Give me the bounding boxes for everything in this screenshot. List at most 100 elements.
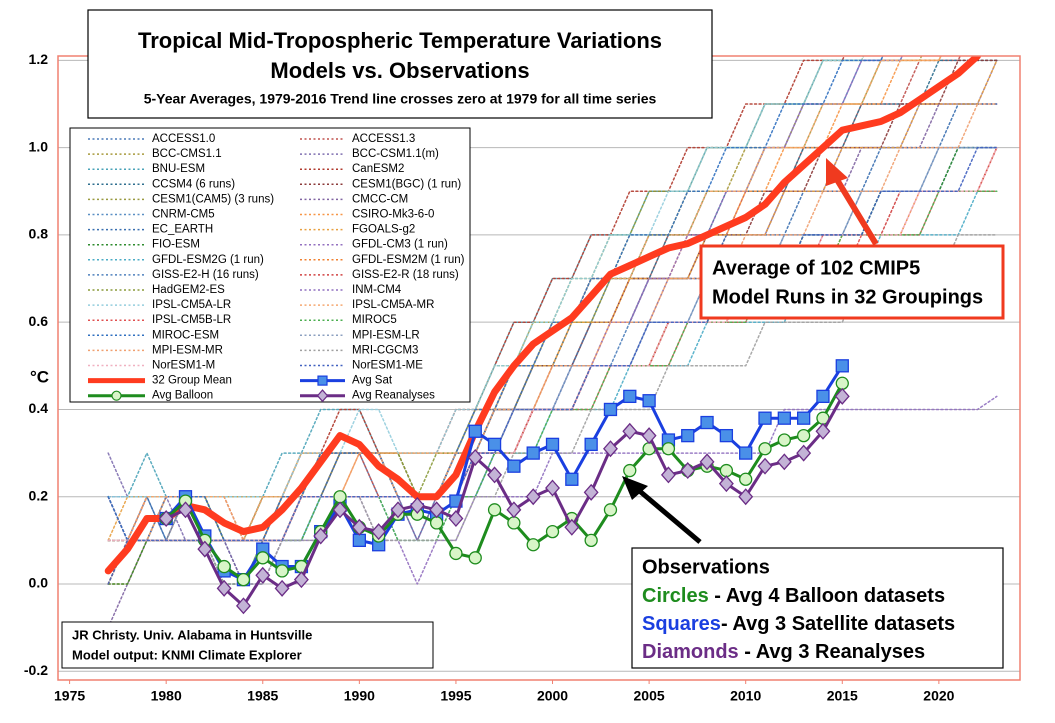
y-tick-label: 1.2 <box>29 51 49 67</box>
marker-diamond <box>718 475 734 493</box>
note-text-part: - Avg 4 Balloon datasets <box>709 585 945 607</box>
legend-label: BCC-CSM1.1(m) <box>352 148 439 160</box>
marker-diamond <box>699 453 715 471</box>
legend-label: MIROC-ESM <box>152 329 219 341</box>
y-tick-label: 0.6 <box>29 313 49 329</box>
legend-label: 32 Group Mean <box>152 375 232 387</box>
note-text-part: Circles <box>642 585 709 607</box>
marker-diamond <box>371 523 387 541</box>
marker-circle <box>545 524 560 539</box>
marker-square <box>317 375 328 386</box>
credit-frame <box>61 621 434 669</box>
x-tick-label: 2005 <box>634 688 665 704</box>
marker-diamond <box>448 510 464 528</box>
marker-diamond <box>390 501 406 519</box>
marker-diamond <box>680 462 696 480</box>
y-tick-label: -0.2 <box>24 662 48 678</box>
legend-label: GISS-E2-R (18 runs) <box>352 269 459 281</box>
model-line <box>104 56 981 575</box>
legend: ACCESS1.0 ACCESS1.3 BCC-CMS1.1 BCC-CSM1.1(m… <box>69 127 471 403</box>
legend-label: INM-CM4 <box>352 284 402 296</box>
marker-diamond <box>622 422 638 440</box>
arrow <box>833 176 879 246</box>
title-frame <box>87 9 713 119</box>
marker-circle <box>468 551 482 565</box>
note-text: Model Runs in 32 Groupings <box>712 286 983 308</box>
marker-square <box>487 437 502 452</box>
legend-label: FGOALS-g2 <box>352 224 415 236</box>
y-tick-label: 0.8 <box>29 226 49 242</box>
x-tick-label: 1980 <box>151 688 182 704</box>
marker-circle <box>487 503 502 517</box>
marker-circle <box>275 564 289 578</box>
marker-diamond <box>409 496 425 514</box>
marker-square <box>623 389 637 404</box>
x-tick-label: 2020 <box>923 688 954 704</box>
note-text-part: - Avg 3 Reanalyses <box>739 641 925 663</box>
marker-square <box>526 446 540 460</box>
marker-circle <box>796 428 811 443</box>
marker-diamond <box>467 448 483 466</box>
marker-diamond <box>274 579 290 597</box>
marker-square <box>642 394 656 408</box>
marker-diamond <box>757 457 773 475</box>
marker-circle <box>256 551 270 565</box>
note-text: Diamonds - Avg 3 Reanalyses <box>642 641 925 663</box>
model-line <box>107 146 998 585</box>
marker-square <box>507 459 521 473</box>
marker-square <box>603 402 618 417</box>
marker-circle <box>623 463 637 478</box>
legend-label: EC_EARTH <box>152 224 213 236</box>
marker-square <box>816 389 830 404</box>
marker-circle <box>661 442 676 456</box>
y-axis-label: °C <box>30 367 49 386</box>
marker-diamond <box>796 444 812 462</box>
y-tick-label: 0.2 <box>29 487 49 503</box>
legend-label: GFDL-CM3 (1 run) <box>352 239 448 251</box>
marker-square <box>545 437 560 452</box>
marker-diamond <box>429 501 445 519</box>
note-frame <box>699 244 1005 320</box>
marker-diamond <box>158 510 174 528</box>
marker-circle <box>111 390 122 401</box>
marker-circle <box>236 572 251 587</box>
arrow <box>634 486 702 544</box>
legend-label: MIROC5 <box>352 314 397 326</box>
legend-label: HadGEM2-ES <box>152 284 225 296</box>
marker-circle <box>333 490 347 504</box>
marker-square <box>835 359 849 373</box>
marker-diamond <box>583 483 599 501</box>
credit-text: Model output: KNMI Climate Explorer <box>72 647 302 662</box>
x-tick-label: 1995 <box>440 688 471 704</box>
x-tick-label: 1985 <box>247 688 278 704</box>
marker-circle <box>507 516 521 530</box>
marker-diamond <box>255 566 271 584</box>
legend-label: MPI-ESM-LR <box>352 329 420 341</box>
legend-frame <box>69 127 471 403</box>
marker-diamond <box>216 579 232 597</box>
marker-circle <box>526 538 540 552</box>
y-tick-label: 1.0 <box>29 138 49 154</box>
legend-label: GISS-E2-H (16 runs) <box>152 269 259 281</box>
legend-label: CNRM-CM5 <box>152 209 215 221</box>
legend-label: IPSL-CM5A-LR <box>152 299 231 311</box>
marker-diamond <box>660 466 676 484</box>
marker-square <box>796 411 811 425</box>
legend-label: ACCESS1.0 <box>152 133 215 145</box>
marker-circle <box>719 463 734 478</box>
legend-label: CanESM2 <box>352 163 404 175</box>
x-tick-label: 2010 <box>730 688 761 704</box>
plot-area <box>104 56 998 629</box>
x-tick-label: 1975 <box>54 688 85 704</box>
model-line <box>107 56 846 542</box>
marker-diamond <box>178 501 193 519</box>
marker-diamond <box>564 518 580 536</box>
legend-label: GFDL-ESM2M (1 run) <box>352 254 465 266</box>
note-text: Squares- Avg 3 Satellite datasets <box>642 613 955 635</box>
arrow-head <box>826 158 848 186</box>
marker-diamond <box>487 466 503 484</box>
legend-label: ACCESS1.3 <box>352 133 415 145</box>
marker-diamond <box>776 453 792 471</box>
observations-note: Observations Circles - Avg 4 Balloon dat… <box>622 476 1004 669</box>
legend-label: NorESM1-ME <box>352 360 423 372</box>
